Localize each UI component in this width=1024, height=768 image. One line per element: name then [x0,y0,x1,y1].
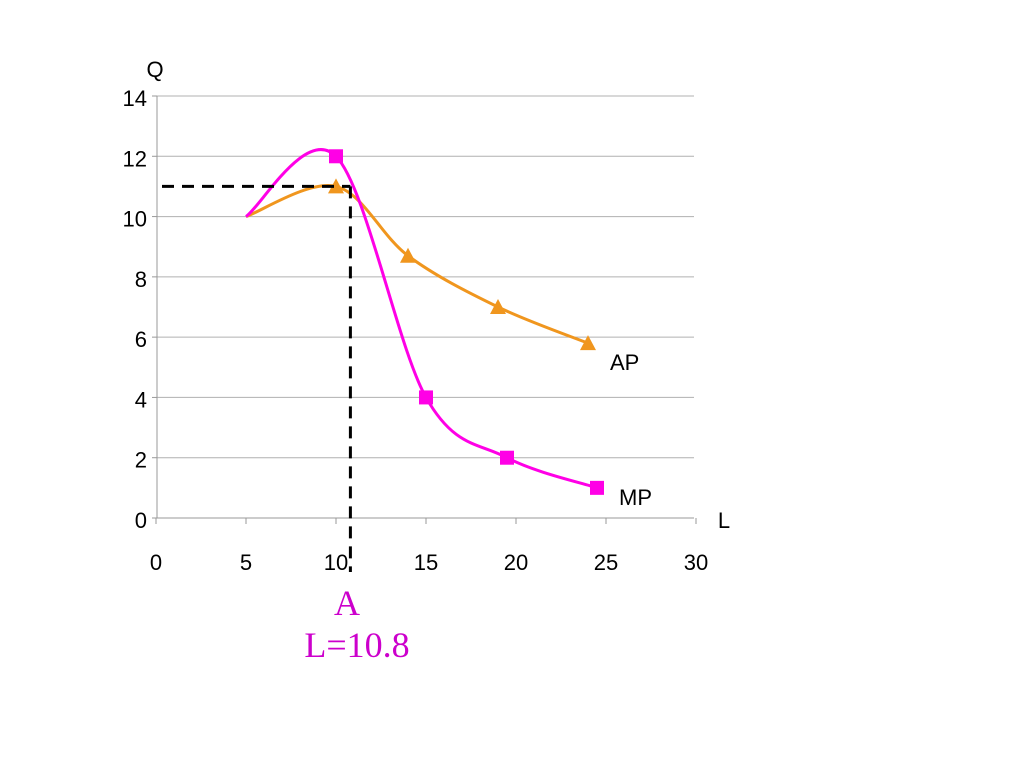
y-tick-label: 14 [123,86,147,111]
ap-line [245,184,589,345]
y-tick-labels: 0 2 4 6 8 10 12 14 [123,86,147,533]
x-tick-label: 0 [150,550,162,575]
x-tick-label: 5 [240,550,252,575]
ap-point [400,247,416,263]
ap-point [580,335,596,351]
ap-series-label: AP [610,350,639,375]
x-tick-label: 15 [414,550,438,575]
x-tick-label: 10 [324,550,348,575]
y-axis-title: Q [146,57,163,82]
mp-point [500,450,514,465]
y-tick-label: 12 [123,146,147,171]
ap-point [490,299,506,314]
point-label-a: A [334,583,360,623]
y-tick-label: 10 [123,207,147,232]
ap-point [328,178,344,194]
y-tick-label: 2 [135,448,147,473]
mp-point [329,149,343,164]
y-tick-label: 6 [135,327,147,352]
mp-series-label: MP [619,485,652,510]
reference-lines [162,184,352,572]
x-tick-label: 25 [594,550,618,575]
y-tick-label: 0 [135,508,147,533]
point-value-label: L=10.8 [304,625,409,665]
mp-point [419,390,433,405]
x-tick-label: 30 [684,550,708,575]
mp-line [245,148,598,490]
mp-point [590,480,604,495]
x-axis-title: L [718,508,730,533]
axes [156,96,694,519]
y-tick-label: 8 [135,267,147,292]
gridlines [152,95,697,524]
x-tick-labels: 0 5 10 15 20 25 30 [150,550,708,575]
series-group: AP MP [245,148,652,510]
x-tick-label: 20 [504,550,528,575]
y-tick-label: 4 [135,387,147,412]
